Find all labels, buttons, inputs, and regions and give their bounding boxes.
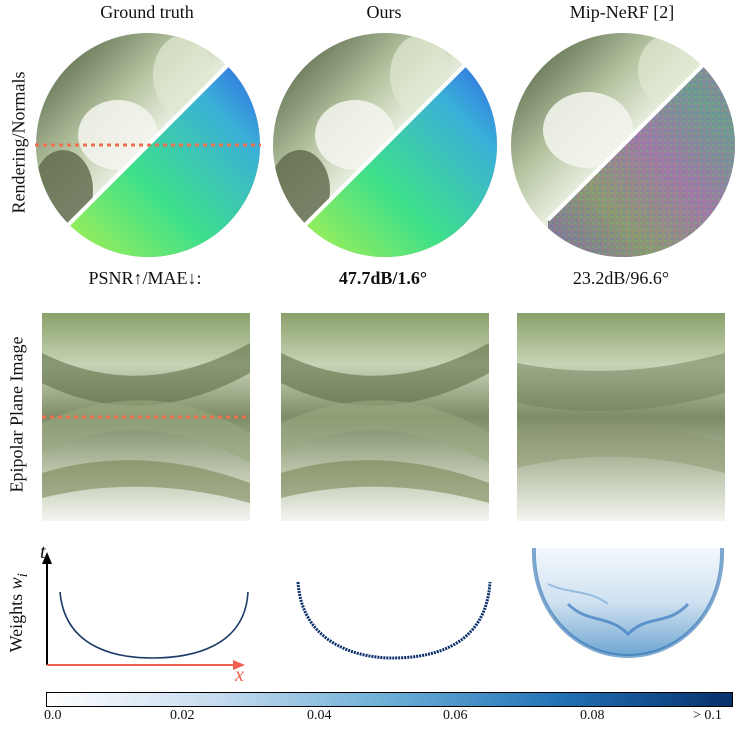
weights-curve-ground-truth xyxy=(59,591,249,659)
metric-mipnerf: 23.2dB/96.6° xyxy=(572,268,670,288)
row-label-epipolar: Epipolar Plane Image xyxy=(6,336,27,493)
row-label-rendering-normals: Rendering/Normals xyxy=(8,71,29,214)
colorbar-tick-2: 0.04 xyxy=(307,708,332,723)
sphere-mipnerf xyxy=(511,33,735,257)
sphere-ours xyxy=(273,33,497,257)
metric-label: PSNR↑/MAE↓: xyxy=(88,268,202,288)
axis-label-x: x xyxy=(235,664,244,686)
sphere-ground-truth xyxy=(35,33,261,257)
colorbar xyxy=(46,692,733,707)
colorbar-tick-0: 0.0 xyxy=(44,708,62,723)
column-header-mipnerf: Mip-NeRF [2] xyxy=(569,2,675,22)
column-header-ours: Ours xyxy=(366,2,402,22)
axis-label-t: t xyxy=(40,541,46,563)
epi-ground-truth xyxy=(42,313,250,521)
weights-ours xyxy=(296,581,492,660)
weights-axes xyxy=(42,552,249,670)
epi-ours xyxy=(281,313,489,521)
epi-mipnerf xyxy=(517,313,725,521)
column-header-ground-truth: Ground truth xyxy=(100,2,194,22)
colorbar-tick-1: 0.02 xyxy=(170,708,195,723)
metric-ours: 47.7dB/1.6° xyxy=(338,268,428,288)
colorbar-tick-4: 0.08 xyxy=(580,708,605,723)
row-label-weights: Weights wi xyxy=(6,573,31,653)
colorbar-tick-3: 0.06 xyxy=(443,708,468,723)
weights-mipnerf xyxy=(531,547,725,659)
colorbar-tick-5: > 0.1 xyxy=(693,708,722,723)
